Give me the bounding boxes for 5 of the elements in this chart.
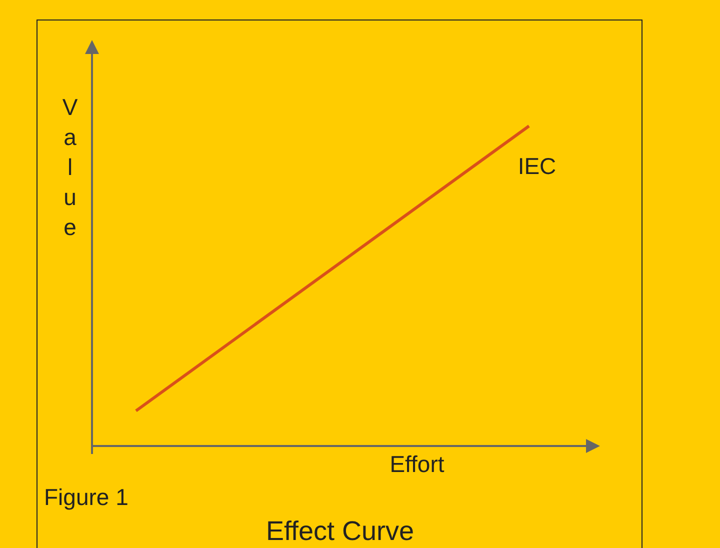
- y-axis-title: Value: [62, 94, 78, 240]
- x-axis-title: Effort: [390, 451, 445, 477]
- text: Effect Curve: [266, 516, 414, 546]
- caption: Figure 1: [44, 484, 128, 510]
- series-label: IEC: [518, 153, 556, 179]
